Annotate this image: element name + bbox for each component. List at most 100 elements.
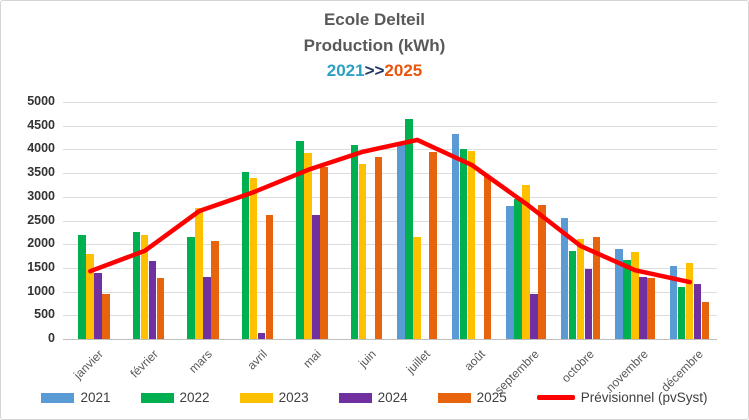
- bar-2023-février: [140, 234, 149, 339]
- bar-2022-août: [459, 149, 468, 339]
- bar-2023-mars: [195, 207, 203, 339]
- gridline-2000: [63, 244, 717, 246]
- bar-2024-mars: [203, 277, 211, 339]
- bar-2023-juin: [358, 163, 367, 339]
- chart-title-line2: Production (kWh): [303, 35, 446, 55]
- bar-2021-août: [451, 133, 459, 339]
- x-label-mai: mai: [300, 347, 325, 371]
- legend-item-Prévisionnel (pvSyst): Prévisionnel (pvSyst): [536, 390, 708, 405]
- bar-2024-mai: [312, 214, 320, 339]
- bar-2022-juin: [350, 144, 359, 339]
- legend-item-2025: 2025: [437, 390, 507, 405]
- y-label-2500: 2500: [27, 212, 55, 227]
- bar-2024-janvier: [94, 272, 102, 339]
- bar-2023-août: [467, 151, 476, 339]
- bar-2023-octobre: [576, 238, 585, 339]
- y-label-2000: 2000: [27, 236, 55, 251]
- y-label-1000: 1000: [27, 283, 55, 298]
- x-label-avril: avril: [244, 347, 270, 373]
- bar-2025-février: [156, 278, 165, 339]
- bar-2022-novembre: [623, 259, 631, 339]
- bar-2023-mai: [304, 152, 312, 339]
- bar-2025-août: [483, 176, 492, 339]
- legend: 2021 2022 2023 2024 2025 Prévisionnel (pvSyst…: [1, 390, 748, 405]
- legend-item-2022: 2022: [140, 390, 210, 405]
- bar-2025-septembre: [538, 204, 546, 339]
- chart-title-range: 2021>>2025: [1, 58, 748, 84]
- bar-2025-mai: [320, 167, 328, 339]
- x-label-juillet: juillet: [403, 347, 434, 377]
- x-label-décembre: décembre: [658, 347, 706, 395]
- bar-2025-juin: [374, 157, 383, 339]
- gridline-500: [63, 315, 717, 317]
- bar-2021-novembre: [615, 248, 623, 339]
- legend-label-2022: 2022: [179, 390, 210, 405]
- y-label-3500: 3500: [27, 165, 55, 180]
- bar-2024-septembre: [530, 293, 538, 339]
- legend-item-2021: 2021: [41, 390, 111, 405]
- x-label-juin: juin: [355, 347, 379, 371]
- bar-2025-octobre: [592, 237, 601, 339]
- legend-swatch-2023: [239, 392, 273, 403]
- bar-2024-novembre: [639, 277, 647, 339]
- y-label-3000: 3000: [27, 188, 55, 203]
- bar-2022-septembre: [514, 199, 522, 339]
- bar-2021-octobre: [560, 218, 568, 339]
- bar-2023-janvier: [86, 253, 94, 339]
- x-label-janvier: janvier: [71, 347, 107, 382]
- bar-2021-septembre: [506, 206, 514, 339]
- bar-2025-janvier: [102, 293, 110, 339]
- gridline-3000: [63, 196, 717, 198]
- bar-2025-décembre: [701, 302, 710, 339]
- plot-area: [63, 102, 717, 340]
- range-start-year: 2021: [326, 61, 365, 80]
- legend-item-2023: 2023: [239, 390, 309, 405]
- legend-line-swatch-Prévisionnel (pvSyst): [536, 395, 575, 400]
- bar-2022-mars: [187, 237, 195, 339]
- legend-swatch-2025: [437, 392, 471, 403]
- legend-swatch-2024: [338, 392, 372, 403]
- bar-2025-novembre: [647, 278, 655, 339]
- bar-2025-juillet: [429, 151, 437, 339]
- legend-item-2024: 2024: [338, 390, 408, 405]
- chart-title-line1: Ecole Delteil: [323, 10, 426, 29]
- bar-2022-avril: [241, 171, 250, 339]
- bar-2022-mai: [296, 140, 304, 339]
- bar-2022-décembre: [677, 286, 686, 339]
- bar-2025-avril: [265, 214, 274, 339]
- x-label-mars: mars: [186, 347, 216, 376]
- y-label-500: 500: [34, 307, 55, 322]
- legend-label-Prévisionnel (pvSyst): Prévisionnel (pvSyst): [580, 390, 708, 405]
- x-label-février: février: [127, 347, 161, 381]
- y-label-5000: 5000: [27, 94, 55, 108]
- bar-2024-février: [148, 260, 157, 339]
- bar-2022-février: [132, 232, 141, 339]
- bar-2022-janvier: [78, 234, 86, 339]
- range-end-year: 2025: [384, 61, 423, 80]
- bar-2024-décembre: [693, 283, 702, 339]
- range-separator: >>: [364, 61, 385, 80]
- legend-label-2021: 2021: [80, 390, 111, 405]
- bar-2022-octobre: [568, 250, 577, 339]
- gridline-4500: [63, 125, 717, 127]
- bar-2022-juillet: [405, 118, 413, 339]
- y-label-4500: 4500: [27, 117, 55, 132]
- bar-2023-juillet: [413, 237, 421, 339]
- bar-2021-décembre: [669, 266, 677, 339]
- chart-title: Ecole Delteil Production (kWh) 2021>>202…: [1, 7, 748, 84]
- bar-2023-novembre: [631, 252, 639, 339]
- y-label-1500: 1500: [27, 259, 55, 274]
- bar-2023-avril: [249, 177, 258, 339]
- x-label-août: août: [461, 347, 488, 374]
- bar-2024-octobre: [584, 269, 593, 339]
- gridline-1000: [63, 291, 717, 293]
- gridline-4000: [63, 149, 717, 151]
- bar-2021-juillet: [397, 144, 405, 339]
- bar-2024-avril: [257, 332, 266, 339]
- gridline-2500: [63, 220, 717, 222]
- legend-swatch-2021: [41, 392, 75, 403]
- legend-label-2024: 2024: [377, 390, 408, 405]
- x-label-novembre: novembre: [603, 347, 652, 395]
- y-label-0: 0: [48, 331, 55, 345]
- gridline-0: [63, 339, 717, 340]
